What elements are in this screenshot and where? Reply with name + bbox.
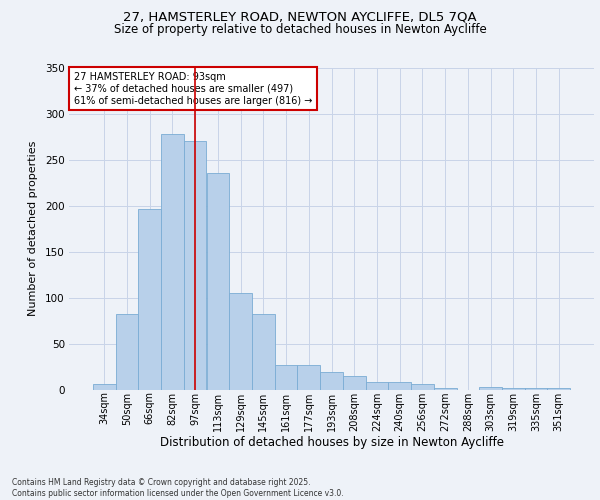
Bar — [139, 210, 161, 390]
Bar — [343, 376, 365, 390]
Bar — [298, 365, 320, 390]
Bar — [320, 372, 343, 390]
Bar — [252, 314, 275, 390]
Text: Size of property relative to detached houses in Newton Aycliffe: Size of property relative to detached ho… — [113, 22, 487, 36]
Text: 27 HAMSTERLEY ROAD: 93sqm
← 37% of detached houses are smaller (497)
61% of semi: 27 HAMSTERLEY ROAD: 93sqm ← 37% of detac… — [74, 72, 313, 106]
Bar — [411, 384, 434, 390]
Bar — [161, 134, 184, 390]
Text: Contains HM Land Registry data © Crown copyright and database right 2025.
Contai: Contains HM Land Registry data © Crown c… — [12, 478, 344, 498]
Bar — [275, 365, 298, 390]
Bar — [547, 388, 570, 390]
Bar — [524, 388, 547, 390]
Bar — [206, 174, 229, 390]
Bar — [93, 384, 116, 390]
Bar — [502, 388, 524, 390]
Bar — [116, 314, 139, 390]
Bar — [229, 293, 252, 390]
Bar — [365, 382, 388, 390]
X-axis label: Distribution of detached houses by size in Newton Aycliffe: Distribution of detached houses by size … — [160, 436, 503, 450]
Bar — [434, 388, 457, 390]
Y-axis label: Number of detached properties: Number of detached properties — [28, 141, 38, 316]
Bar — [184, 141, 206, 390]
Bar — [479, 387, 502, 390]
Text: 27, HAMSTERLEY ROAD, NEWTON AYCLIFFE, DL5 7QA: 27, HAMSTERLEY ROAD, NEWTON AYCLIFFE, DL… — [123, 11, 477, 24]
Bar — [388, 382, 411, 390]
